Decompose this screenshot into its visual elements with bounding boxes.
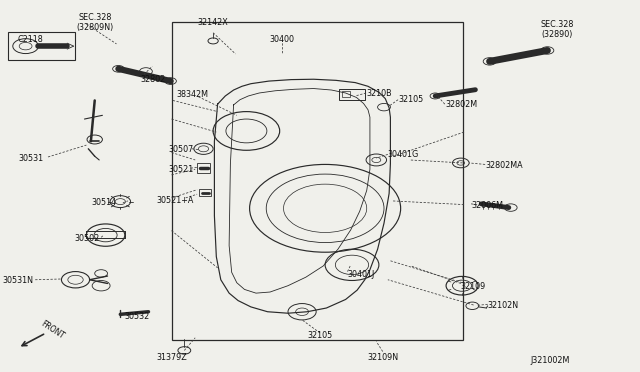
Text: 32109N: 32109N	[367, 353, 398, 362]
Text: 32105: 32105	[307, 331, 333, 340]
Text: 30401J: 30401J	[348, 270, 375, 279]
Bar	[197, 163, 210, 173]
Bar	[199, 189, 211, 196]
Bar	[172, 22, 463, 340]
Text: 30502: 30502	[74, 234, 99, 243]
Text: 38342M: 38342M	[176, 90, 208, 99]
Text: 32105: 32105	[398, 95, 423, 104]
Bar	[342, 91, 350, 97]
Text: 30400: 30400	[269, 35, 294, 44]
Bar	[8, 32, 75, 60]
Text: 32006M: 32006M	[471, 201, 503, 210]
Text: 32102N: 32102N	[488, 301, 519, 310]
Text: 30532: 30532	[125, 312, 150, 321]
Text: 30507: 30507	[168, 145, 194, 154]
Text: 32142X: 32142X	[198, 18, 228, 27]
Text: 31379Z: 31379Z	[156, 353, 187, 362]
Text: 3210B: 3210B	[366, 89, 392, 97]
Bar	[339, 89, 365, 100]
Text: SEC.328
(32809N): SEC.328 (32809N)	[76, 13, 113, 32]
Text: FRONT: FRONT	[39, 320, 66, 341]
Text: 30521: 30521	[168, 165, 194, 174]
Text: 30521+A: 30521+A	[157, 196, 194, 205]
Text: 32802: 32802	[141, 76, 166, 84]
Text: 30401G: 30401G	[388, 150, 419, 159]
Text: 30531: 30531	[19, 154, 44, 163]
Text: 32109: 32109	[461, 282, 486, 291]
Text: 32802M: 32802M	[445, 100, 477, 109]
Text: 30514: 30514	[92, 198, 116, 207]
Text: 30531N: 30531N	[3, 276, 33, 285]
Text: C2118: C2118	[18, 35, 44, 44]
Text: J321002M: J321002M	[530, 356, 570, 365]
Text: 32802MA: 32802MA	[485, 161, 523, 170]
Text: SEC.328
(32890): SEC.328 (32890)	[540, 20, 573, 39]
